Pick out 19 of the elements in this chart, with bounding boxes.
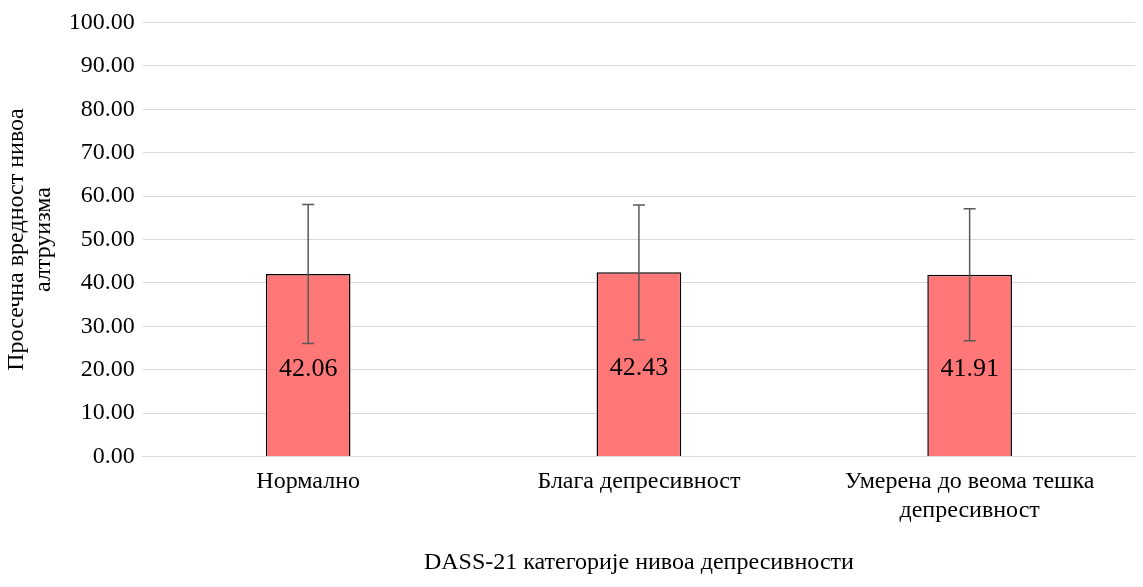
y-tick-label: 40.00 <box>80 268 135 295</box>
data-label: 41.91 <box>940 353 999 383</box>
y-tick-label: 10.00 <box>80 398 135 425</box>
y-tick-label: 30.00 <box>80 311 135 338</box>
y-tick-label: 100.00 <box>68 7 135 34</box>
y-axis-title: Просечна вредност нивоа алтруизма <box>2 107 55 371</box>
data-label: 42.43 <box>609 352 669 381</box>
y-tick-label: 50.00 <box>80 224 135 251</box>
x-tick-label: Умерена до веома тешка депресивност <box>844 467 1095 523</box>
y-tick-label: 20.00 <box>80 355 135 382</box>
y-tick-label: 0.00 <box>92 441 135 468</box>
data-label: 42.06 <box>278 352 338 382</box>
y-tick-label: 90.00 <box>80 51 135 78</box>
x-tick-label: Блага депресивност <box>537 467 741 494</box>
y-tick-label: 60.00 <box>80 181 135 208</box>
y-tick-label: 70.00 <box>80 137 135 164</box>
x-tick-label: Нормално <box>256 467 361 494</box>
x-axis-title: DASS-21 категорије нивоа депресивности <box>423 547 855 574</box>
y-tick-label: 80.00 <box>80 94 135 121</box>
